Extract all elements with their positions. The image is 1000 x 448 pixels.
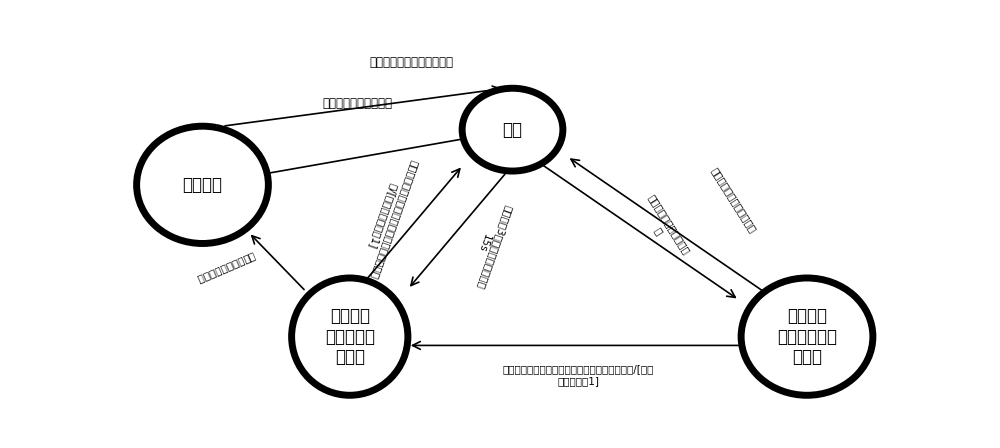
Text: 一级过流
关闭风扇，
并报警: 一级过流 关闭风扇， 并报警	[325, 307, 375, 366]
Ellipse shape	[462, 88, 563, 171]
Text: 连续电流检测一级故障或峰值电流检测故障发
生/[历史过流次数加1]: 连续电流检测一级故障或峰值电流检测故障发 生/[历史过流次数加1]	[358, 155, 419, 280]
Ellipse shape	[741, 278, 873, 395]
Text: 历史过载次数超过十次: 历史过载次数超过十次	[322, 97, 392, 110]
Text: 正常: 正常	[503, 121, 522, 138]
Text: 锁定状态: 锁定状态	[182, 176, 222, 194]
Ellipse shape	[292, 278, 408, 395]
Text: 重试小于3次，且关断时间大于
15s: 重试小于3次，且关断时间大于 15s	[465, 200, 514, 290]
Text: 连续电流检测二级故障消
失: 连续电流检测二级故障消 失	[636, 193, 691, 263]
Text: 连续电流检测一级故障或峰值电流检测故障发生/[历史
过流次数加1]: 连续电流检测一级故障或峰值电流检测故障发生/[历史 过流次数加1]	[503, 365, 654, 386]
Text: 二级过流
不关闭风扇，
仅报警: 二级过流 不关闭风扇， 仅报警	[777, 307, 837, 366]
Text: 连续电流检测二级故障发生: 连续电流检测二级故障发生	[709, 166, 758, 235]
Ellipse shape	[137, 126, 268, 244]
Text: 历史过载次数超过十次: 历史过载次数超过十次	[195, 251, 256, 284]
Text: 软件解锁，硬件解锁任一种: 软件解锁，硬件解锁任一种	[370, 56, 454, 69]
